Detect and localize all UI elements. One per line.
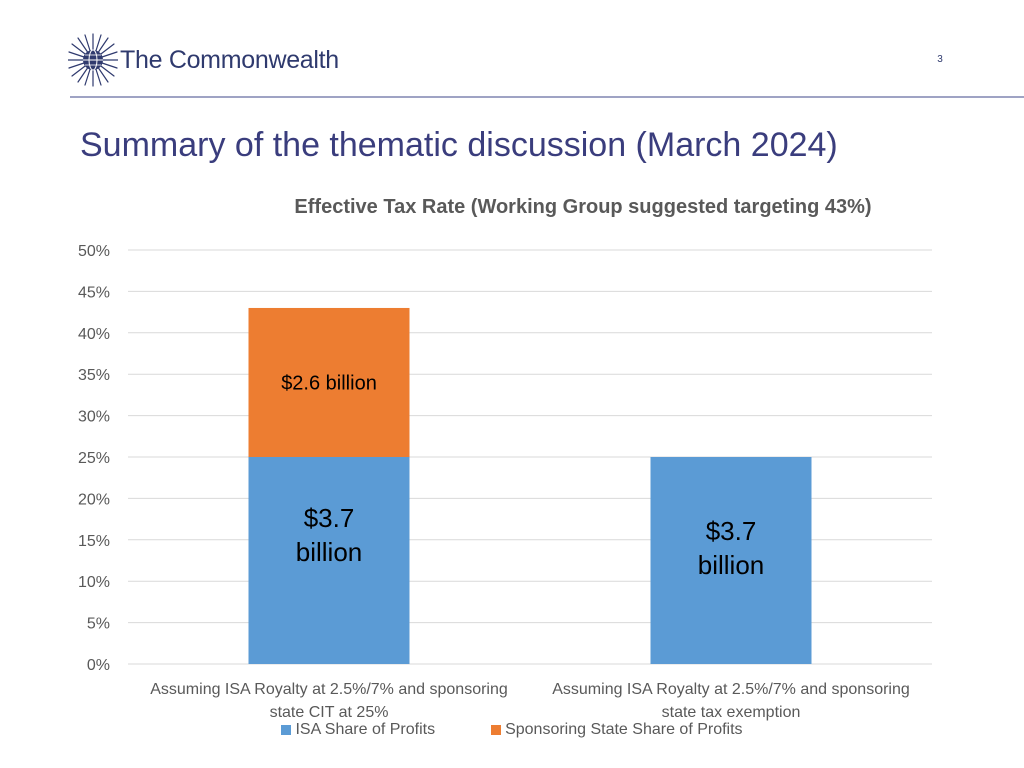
legend-item-state: Sponsoring State Share of Profits <box>491 721 743 739</box>
y-tick-label: 30% <box>78 409 110 426</box>
chart-bars <box>248 307 812 664</box>
y-tick-label: 5% <box>87 616 110 633</box>
y-tick-label: 45% <box>78 284 110 301</box>
logo-text: The Commonwealth <box>120 45 339 74</box>
legend-label-isa: ISA Share of Profits <box>295 721 436 738</box>
y-tick-label: 10% <box>78 574 110 591</box>
data-label: $3.7 <box>304 503 355 533</box>
x-category-label: Assuming ISA Royalty at 2.5%/7% and spon… <box>150 681 508 698</box>
y-tick-label: 40% <box>78 326 110 343</box>
data-label: $3.7 <box>706 516 757 546</box>
y-tick-label: 15% <box>78 533 110 550</box>
bar-segment-state <box>248 307 410 457</box>
page-number: 3 <box>937 54 943 65</box>
y-tick-label: 20% <box>78 491 110 508</box>
x-category-label: state tax exemption <box>662 704 801 721</box>
chart-title: Effective Tax Rate (Working Group sugges… <box>294 196 871 218</box>
y-tick-label: 25% <box>78 450 110 467</box>
bar-segment-isa <box>650 457 812 664</box>
commonwealth-logo: The Commonwealth <box>68 32 339 88</box>
y-tick-label: 35% <box>78 367 110 384</box>
legend-swatch-state <box>491 725 502 735</box>
chart-legend: ISA Share of Profits Sponsoring State Sh… <box>0 721 1024 739</box>
chart-labels: 0% 5% 10% 15% 20% 25% 30% 35% 40% 45% 50% $3.7 billi… <box>78 243 910 721</box>
x-category-label: Assuming ISA Royalty at 2.5%/7% and spon… <box>552 681 910 698</box>
data-label: billion <box>698 550 765 580</box>
commonwealth-globe-icon <box>68 33 118 87</box>
y-tick-label: 50% <box>78 243 110 260</box>
header-divider <box>70 96 1024 98</box>
legend-label-state: Sponsoring State Share of Profits <box>505 721 743 738</box>
data-label: billion <box>296 537 363 567</box>
y-tick-label: 0% <box>87 657 110 674</box>
legend-swatch-isa <box>281 725 292 735</box>
data-label: $2.6 billion <box>281 372 377 394</box>
slide-title: Summary of the thematic discussion (Marc… <box>80 126 838 164</box>
bar-segment-isa <box>248 457 410 664</box>
x-category-label: state CIT at 25% <box>270 704 389 721</box>
legend-item-isa: ISA Share of Profits <box>281 721 435 739</box>
